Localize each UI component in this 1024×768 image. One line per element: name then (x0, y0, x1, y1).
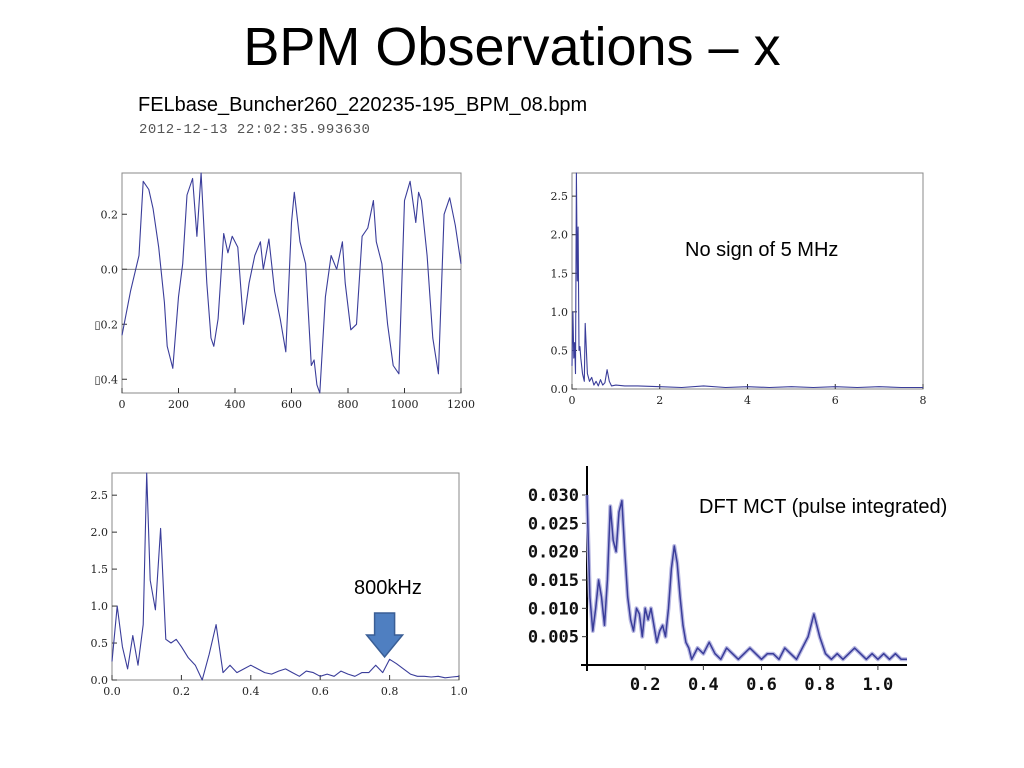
x-tick-label: 800 (338, 398, 359, 411)
series-line (111, 472, 460, 681)
annotation-no-5mhz: No sign of 5 MHz (685, 239, 839, 261)
y-tick-label: 0.0 (91, 674, 109, 687)
y-tick-label: 0.030 (528, 486, 579, 506)
annotation-dft-mct: DFT MCT (pulse integrated) (699, 496, 948, 518)
x-tick-label: 0.8 (381, 685, 399, 698)
annotation-800khz: 800kHz (354, 577, 422, 599)
plot-frame (111, 472, 460, 681)
x-tick-label: 200 (168, 398, 189, 411)
y-tick-label: ▯0.2 (94, 318, 118, 331)
x-tick-label: 6 (832, 394, 839, 407)
y-tick-label: 0.5 (91, 637, 109, 650)
x-tick-label: 1200 (447, 398, 475, 411)
slide-title: BPM Observations – x (243, 17, 781, 77)
x-tick-label: 0.0 (103, 685, 121, 698)
x-tick-label: 0 (569, 394, 576, 407)
series-line-halo (585, 494, 907, 662)
y-tick-label: 0.2 (101, 208, 119, 221)
file-name: FELbase_Buncher260_220235-195_BPM_08.bpm (138, 94, 588, 116)
x-tick-label: 4 (744, 394, 751, 407)
y-tick-label: 0.025 (528, 514, 579, 534)
y-tick-label: 2.0 (551, 229, 569, 242)
x-tick-label: 8 (920, 394, 927, 407)
y-tick-label: 2.5 (551, 190, 569, 203)
x-tick-label: 1.0 (863, 675, 894, 695)
y-tick-label: 0.5 (551, 344, 569, 357)
x-tick-label: 400 (225, 398, 246, 411)
y-tick-label: 1.0 (551, 306, 569, 319)
y-tick-label: 0.020 (528, 543, 579, 563)
y-tick-label: 0.010 (528, 599, 579, 619)
chart-dft-mct: 0.005 0.010 0.015 0.020 0.025 0.030 0.2 0.4 0.6 0… (528, 466, 907, 695)
chart-spectrum-zoom: 0.0 0.5 1.0 1.5 2.0 2.5 0.0 0.2 0.4 0.6 0.8 1.0 (91, 472, 468, 698)
series-line (586, 494, 907, 661)
chart-spectrum-wide: 0.0 0.5 1.0 1.5 2.0 2.5 0 2 4 6 8 (551, 172, 927, 407)
x-tick-label: 0.4 (242, 685, 259, 698)
y-tick-label: 1.0 (91, 600, 109, 613)
x-tick-label: 1000 (391, 398, 419, 411)
x-tick-label: 0 (119, 398, 126, 411)
y-tick-label: 1.5 (91, 563, 109, 576)
y-tick-label: 0.005 (528, 628, 579, 648)
x-tick-label: 0.6 (746, 675, 777, 695)
y-tick-label: 1.5 (551, 267, 569, 280)
file-timestamp: 2012-12-13 22:02:35.993630 (139, 122, 371, 138)
y-tick-label: 2.0 (91, 526, 109, 539)
y-tick-label: 0.015 (528, 571, 579, 591)
arrow-marker (365, 612, 405, 659)
x-tick-label: 0.2 (630, 675, 661, 695)
y-tick-label: 2.5 (91, 489, 109, 502)
x-tick-label: 0.6 (311, 685, 329, 698)
plot-frame (571, 172, 924, 390)
y-tick-label: ▯0.4 (94, 373, 118, 386)
y-tick-label: 0.0 (101, 263, 119, 276)
x-tick-label: 0.2 (173, 685, 191, 698)
x-tick-label: 1.0 (450, 685, 468, 698)
y-tick-label: 0.0 (551, 383, 569, 396)
series-line (571, 172, 923, 389)
x-tick-label: 0.4 (688, 675, 719, 695)
series-line (121, 172, 462, 394)
chart-bpm-signal: 0.2 0.0 ▯0.2 ▯0.40 200 400 600 800 1000 1200 (94, 172, 475, 411)
plot-frame (121, 172, 462, 394)
x-tick-label: 0.8 (804, 675, 835, 695)
x-tick-label: 600 (281, 398, 302, 411)
x-tick-label: 2 (656, 394, 663, 407)
